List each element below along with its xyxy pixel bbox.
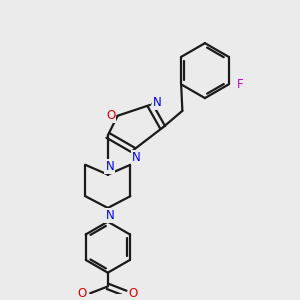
- Text: N: N: [152, 97, 161, 110]
- Text: N: N: [105, 160, 114, 173]
- Text: N: N: [105, 209, 114, 222]
- Text: F: F: [237, 78, 244, 91]
- Text: O: O: [106, 109, 116, 122]
- Text: O: O: [78, 287, 87, 300]
- Text: O: O: [129, 287, 138, 300]
- Text: N: N: [132, 152, 141, 164]
